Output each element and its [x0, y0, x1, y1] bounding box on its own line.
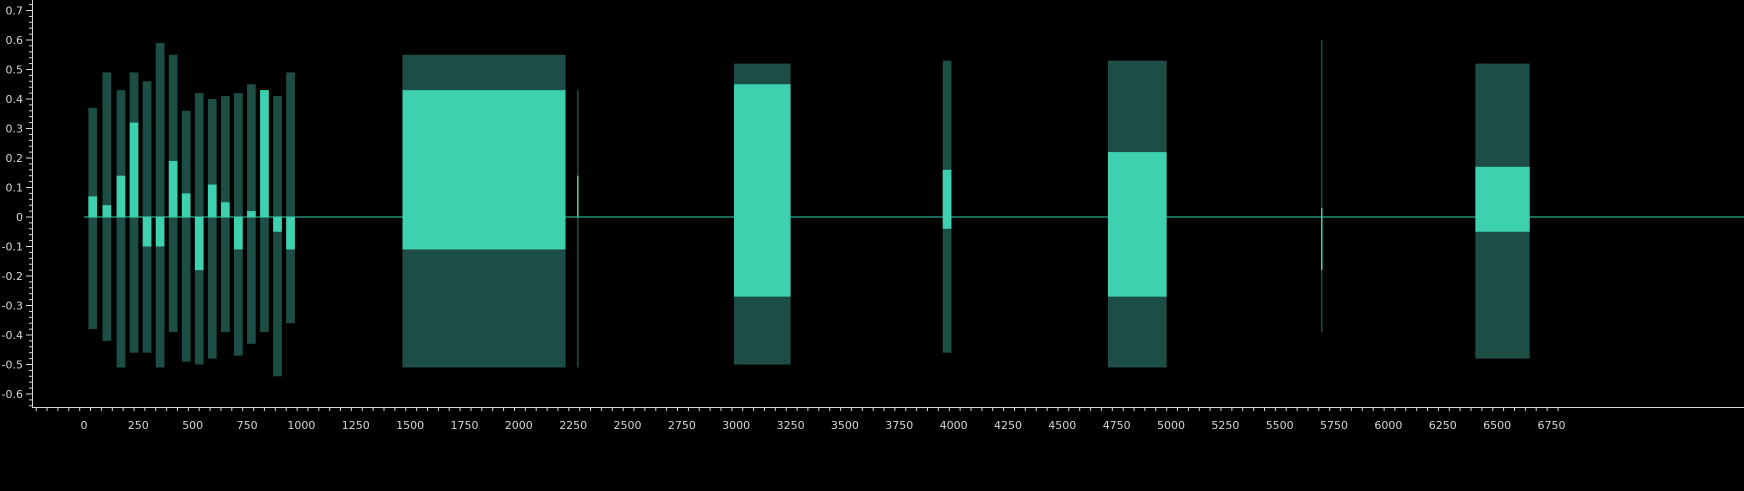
signal-segment-13	[260, 90, 269, 217]
y-tick-label: -0.2	[2, 270, 23, 283]
x-tick-label: 5250	[1211, 419, 1239, 432]
signal-segment-8	[194, 217, 204, 271]
x-tick-label: 2500	[614, 419, 642, 432]
x-tick-label: 3000	[722, 419, 750, 432]
envelope-segment-15	[286, 72, 295, 324]
x-tick-label: 2250	[559, 419, 587, 432]
signal-segment-19	[942, 169, 952, 229]
x-tick-label: 3500	[831, 419, 859, 432]
x-tick-label: 4000	[940, 419, 968, 432]
signal-segment-7	[181, 193, 191, 217]
signal-segment-6	[168, 160, 178, 217]
x-tick-label: 4250	[994, 419, 1022, 432]
x-tick-label: 750	[237, 419, 258, 432]
signal-segment-22	[1475, 166, 1530, 232]
y-tick-label: 0.2	[6, 152, 24, 165]
x-tick-label: 5000	[1157, 419, 1185, 432]
y-tick-label: -0.5	[2, 359, 23, 372]
y-tick-label: -0.3	[2, 300, 23, 313]
y-tick-label: 0.6	[6, 34, 24, 47]
x-tick-label: 2000	[505, 419, 533, 432]
x-tick-label: 0	[81, 419, 88, 432]
signal-segment-20	[1107, 152, 1167, 297]
y-tick-label: -0.4	[2, 329, 23, 342]
x-tick-label: 6250	[1429, 419, 1457, 432]
y-tick-label: 0.7	[6, 5, 24, 18]
signal-segment-4	[142, 217, 152, 247]
signal-segment-21	[1321, 208, 1323, 271]
x-tick-label: 4500	[1048, 419, 1076, 432]
signal-segment-5	[155, 217, 165, 247]
envelope-segment-2	[116, 90, 126, 368]
x-tick-label: 5500	[1266, 419, 1294, 432]
x-tick-label: 250	[128, 419, 149, 432]
x-tick-label: 500	[182, 419, 203, 432]
envelope-segment-0	[88, 107, 98, 330]
x-axis: 0 250 500 750 1000 1250 1500 1750 2000 2250 2500 27…	[32, 407, 1744, 432]
y-axis: 0.7 0.6 0.5 0.4 0.3 0.2 0.1 0 -0.1 -0.2 -0.3 -0.4 -0…	[2, 0, 33, 407]
x-tick-label: 5750	[1320, 419, 1348, 432]
signal-segment-1	[102, 205, 112, 217]
x-tick-label: 6500	[1483, 419, 1511, 432]
envelope-segment-9	[207, 99, 217, 359]
signal-segment-9	[207, 184, 217, 217]
x-tick-label: 3750	[885, 419, 913, 432]
x-tick-label: 6000	[1374, 419, 1402, 432]
signal-segment-18	[734, 84, 791, 297]
signal-segment-17	[577, 175, 579, 217]
y-tick-label: 0.5	[6, 64, 24, 77]
signal-layer	[88, 84, 1530, 297]
y-tick-label: 0	[16, 211, 23, 224]
envelope-segment-17	[577, 90, 579, 368]
signal-segment-15	[286, 217, 295, 250]
signal-segment-0	[88, 196, 98, 217]
x-tick-label: 1250	[342, 419, 370, 432]
envelope-segment-14	[273, 96, 282, 377]
envelope-layer	[88, 40, 1530, 377]
y-tick-label: 0.3	[6, 123, 24, 136]
signal-segment-16	[402, 90, 566, 250]
envelope-segment-5	[155, 42, 165, 368]
x-tick-label: 3250	[777, 419, 805, 432]
x-tick-label: 6750	[1538, 419, 1566, 432]
x-tick-label: 1500	[396, 419, 424, 432]
y-tick-label: 0.1	[6, 182, 24, 195]
x-tick-label: 2750	[668, 419, 696, 432]
signal-segment-11	[234, 217, 243, 250]
y-tick-label: -0.6	[2, 388, 23, 401]
y-tick-label: 0.4	[6, 93, 24, 106]
x-tick-label: 1000	[287, 419, 315, 432]
signal-segment-3	[129, 122, 139, 217]
x-tick-label: 4750	[1103, 419, 1131, 432]
envelope-segment-21	[1321, 40, 1323, 333]
signal-segment-10	[220, 202, 230, 217]
signal-segment-14	[273, 217, 282, 232]
signal-segment-12	[247, 211, 256, 217]
signal-segment-2	[116, 175, 126, 217]
envelope-segment-7	[181, 110, 191, 362]
x-tick-label: 1750	[451, 419, 479, 432]
y-tick-label: -0.1	[2, 241, 23, 254]
